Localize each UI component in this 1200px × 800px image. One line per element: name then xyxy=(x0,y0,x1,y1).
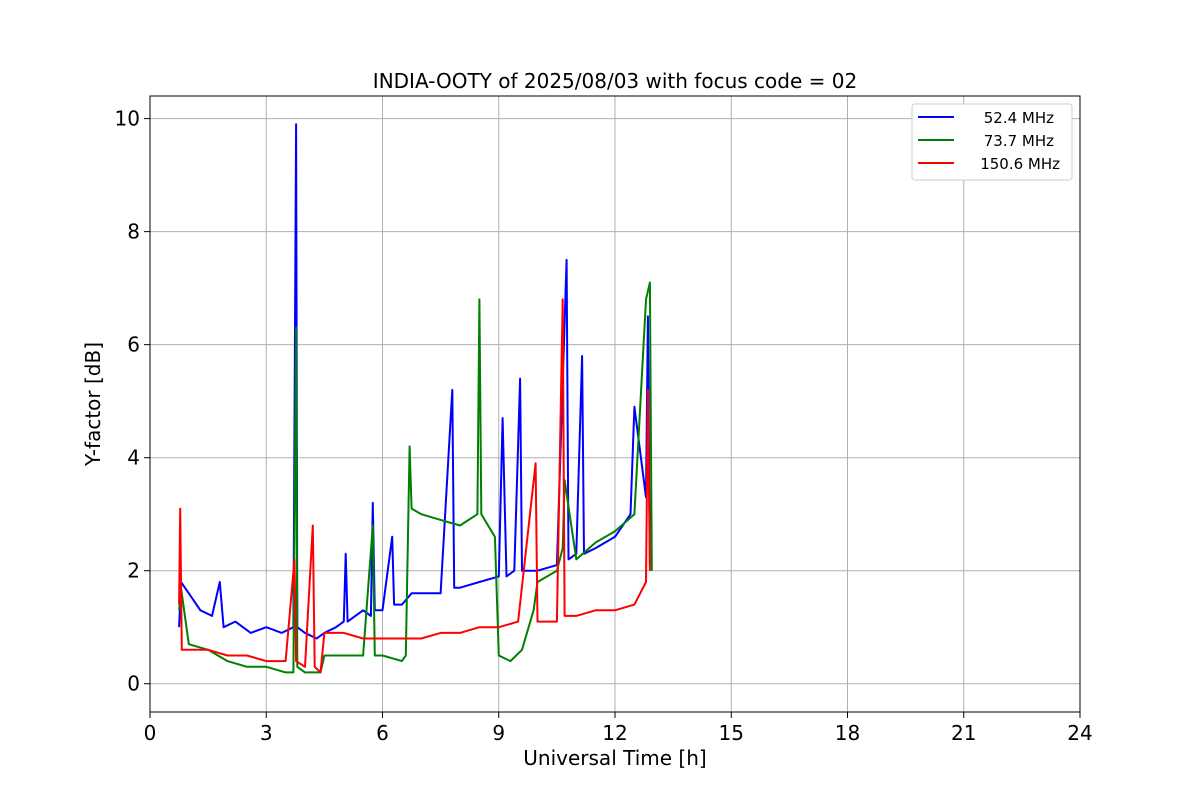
series-line-2 xyxy=(178,298,651,674)
x-tick-label: 3 xyxy=(260,721,273,745)
legend-label-52: 52.4 MHz xyxy=(984,109,1054,127)
series-lines xyxy=(178,123,653,674)
x-tick-label: 21 xyxy=(951,721,976,745)
y-tick-label: 10 xyxy=(115,107,140,131)
legend-box xyxy=(911,103,1073,181)
x-tick-label: 15 xyxy=(719,721,744,745)
y-tick-label: 0 xyxy=(127,672,140,696)
chart-title: INDIA-OOTY of 2025/08/03 with focus code… xyxy=(373,69,857,93)
y-tick-label: 8 xyxy=(127,220,140,244)
legend-label-73: 73.7 MHz xyxy=(984,132,1054,150)
y-tick-label: 6 xyxy=(127,333,140,357)
legend: 52.4 MHz 73.7 MHz 150.6 MHz xyxy=(911,103,1073,181)
y-axis-label: Y-factor [dB] xyxy=(81,342,105,467)
x-tick-label: 6 xyxy=(376,721,389,745)
y-tick-label: 4 xyxy=(127,446,140,470)
x-tick-label: 12 xyxy=(602,721,627,745)
x-axis-label: Universal Time [h] xyxy=(523,746,706,770)
grid xyxy=(149,96,1081,712)
x-tick-label: 0 xyxy=(144,721,157,745)
y-tick-label: 2 xyxy=(127,559,140,583)
x-tick-label: 9 xyxy=(492,721,505,745)
series-line-0 xyxy=(178,123,651,640)
legend-label-150: 150.6 MHz xyxy=(980,155,1060,173)
x-tick-label: 18 xyxy=(835,721,860,745)
x-tick-label: 24 xyxy=(1067,721,1092,745)
